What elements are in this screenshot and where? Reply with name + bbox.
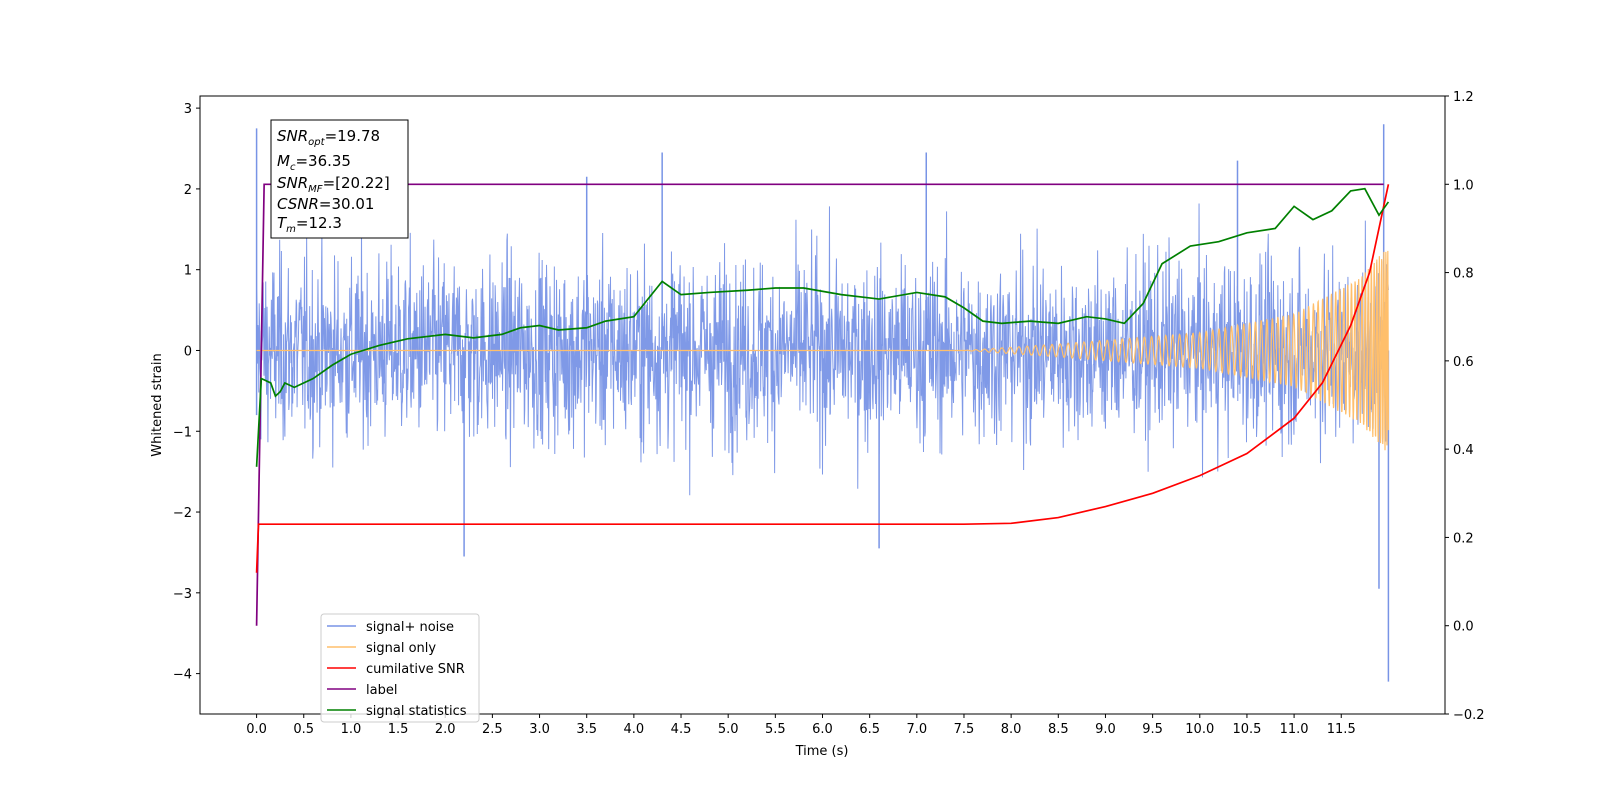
y-tick-label: 2 [184, 183, 192, 198]
plot-data-layer [255, 124, 1390, 682]
series-signal-only-line [256, 250, 1390, 451]
y2-tick-label: 1.0 [1453, 178, 1474, 193]
x-tick-label: 3.0 [529, 722, 550, 737]
x-tick-label: 7.0 [906, 722, 927, 737]
y-axis-label: Whitened strain [150, 353, 165, 456]
y2-tick-label: −0.2 [1453, 708, 1485, 723]
annotation-snr-mf: SNRMF=[20.22] [277, 174, 390, 195]
y-axis-left: 3 2 1 0 −1 −2 −3 −4 [173, 102, 200, 683]
y2-tick-label: 0.0 [1453, 620, 1474, 635]
x-tick-label: 6.5 [859, 722, 880, 737]
annotation-frame [270, 119, 409, 239]
y-tick-label: −2 [173, 506, 192, 521]
series-cumilative-snr-line [255, 184, 1390, 573]
x-tick-label: 1.0 [341, 722, 362, 737]
x-tick-label: 11.0 [1280, 722, 1309, 737]
x-tick-label: 9.5 [1142, 722, 1163, 737]
y-axis-right: 1.2 1.0 0.8 0.6 0.4 0.2 0.0 −0.2 [1445, 90, 1485, 723]
annotation-tm: Tm=12.3 [277, 214, 342, 235]
x-tick-label: 10.0 [1185, 722, 1214, 737]
x-axis: 0.0 0.5 1.0 1.5 2.0 2.5 3.0 3.5 4.0 4.5 5.0 5.5 6.0 6… [246, 714, 1356, 737]
x-tick-label: 2.0 [435, 722, 456, 737]
y2-tick-label: 0.2 [1453, 531, 1474, 546]
y-tick-label: 0 [184, 344, 192, 359]
x-tick-label: 4.5 [671, 722, 692, 737]
y-tick-label: −4 [173, 668, 192, 683]
x-tick-label: 11.5 [1327, 722, 1356, 737]
x-tick-label: 4.0 [624, 722, 645, 737]
x-tick-label: 5.5 [765, 722, 786, 737]
legend-frame [320, 613, 480, 723]
x-tick-label: 3.5 [576, 722, 597, 737]
x-tick-label: 6.0 [812, 722, 833, 737]
y2-tick-label: 0.8 [1453, 267, 1474, 282]
x-tick-label: 0.5 [293, 722, 314, 737]
legend-label-cumilative-snr: cumilative SNR [366, 662, 465, 677]
y2-tick-label: 1.2 [1453, 90, 1474, 105]
annotation-csnr: CSNR=30.01 [277, 195, 374, 213]
legend-label-signal-statistics: signal statistics [366, 704, 467, 719]
legend: signal+ noise signal only cumilative SNR… [320, 613, 480, 723]
x-tick-label: 7.5 [954, 722, 975, 737]
x-tick-label: 1.5 [388, 722, 409, 737]
x-tick-label: 2.5 [482, 722, 503, 737]
y-tick-label: −3 [173, 587, 192, 602]
y2-tick-label: 0.4 [1453, 443, 1474, 458]
legend-label-signal-noise: signal+ noise [366, 620, 454, 635]
x-tick-label: 9.0 [1095, 722, 1116, 737]
annotation-snr-opt: SNRopt=19.78 [277, 127, 380, 148]
x-tick-label: 0.0 [246, 722, 267, 737]
annotation-mc: Mc=36.35 [277, 152, 351, 173]
legend-label-label: label [366, 683, 397, 698]
legend-label-signal-only: signal only [366, 641, 436, 656]
x-tick-label: 5.0 [718, 722, 739, 737]
annotation-box: SNRopt=19.78 Mc=36.35 SNRMF=[20.22] CSNR… [270, 119, 409, 239]
y-tick-label: 3 [184, 102, 192, 117]
x-tick-label: 10.5 [1232, 722, 1261, 737]
y2-tick-label: 0.6 [1453, 355, 1474, 370]
x-tick-label: 8.0 [1001, 722, 1022, 737]
x-axis-label: Time (s) [795, 744, 849, 759]
y-tick-label: 1 [184, 264, 192, 279]
series-signal-statistics-line [255, 187, 1390, 467]
y-tick-label: −1 [173, 425, 192, 440]
series-signal-noise-line [256, 203, 1389, 496]
x-tick-label: 8.5 [1048, 722, 1069, 737]
series-label-line [255, 183, 1384, 626]
